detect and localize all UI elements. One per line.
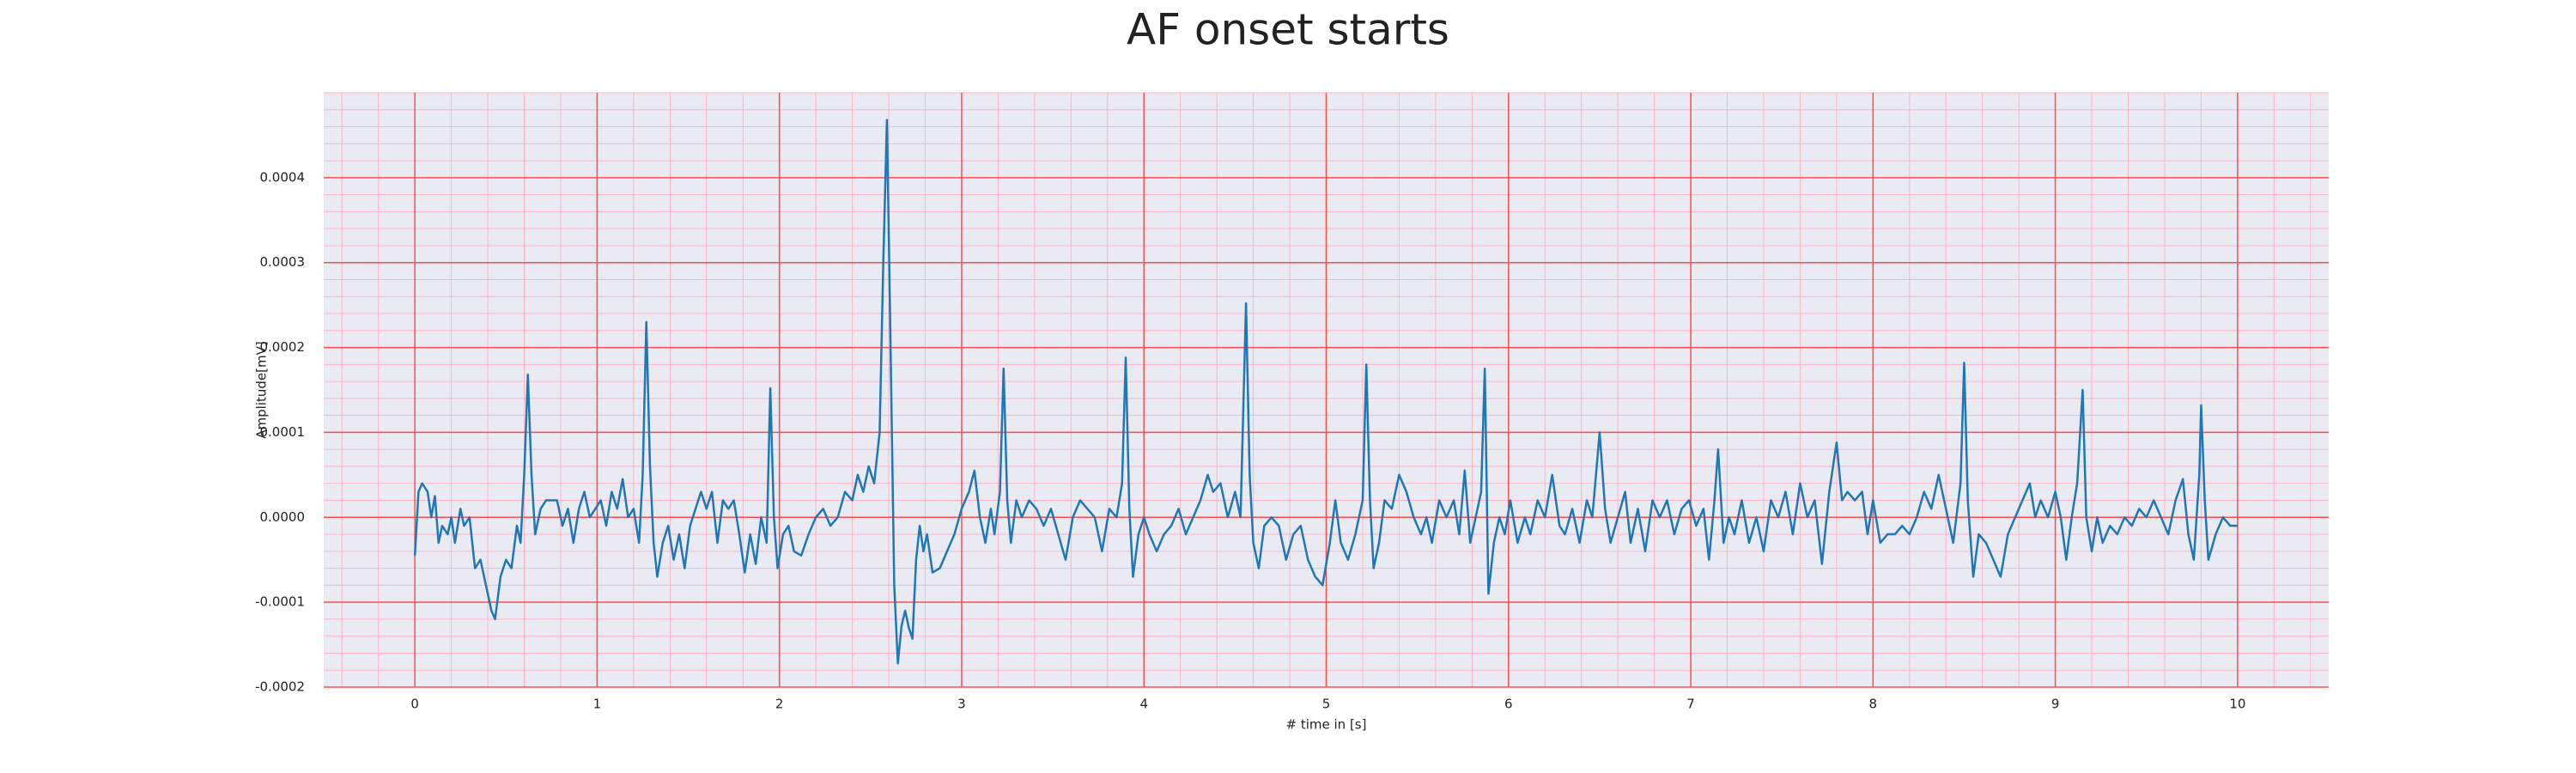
x-tick-label: 6 [1504,697,1513,712]
x-tick-label: 10 [2229,697,2245,712]
x-tick-label: 4 [1139,697,1148,712]
y-tick-label: -0.0001 [255,594,305,610]
chart-title: AF onset starts [1127,5,1449,55]
x-tick-label: 5 [1322,697,1331,712]
x-tick-label: 9 [2051,697,2060,712]
x-tick-label: 7 [1686,697,1695,712]
x-tick-label: 0 [410,697,419,712]
y-tick-label: 0.0003 [260,254,306,270]
signal-line [413,119,2238,665]
y-tick-label: -0.0002 [255,679,305,695]
y-tick-label: 0.0001 [260,424,306,440]
y-tick-label: 0.0002 [260,339,306,355]
x-tick-label: 8 [1869,697,1878,712]
y-tick-label: 0.0000 [260,509,306,525]
x-tick-label: 3 [957,697,966,712]
x-tick-label: 2 [775,697,784,712]
y-tick-label: 0.0004 [260,169,306,185]
y-axis-label: Amplitude[mV] [254,341,270,438]
x-tick-label: 1 [593,697,602,712]
x-axis-label: # time in [s] [1286,717,1367,733]
